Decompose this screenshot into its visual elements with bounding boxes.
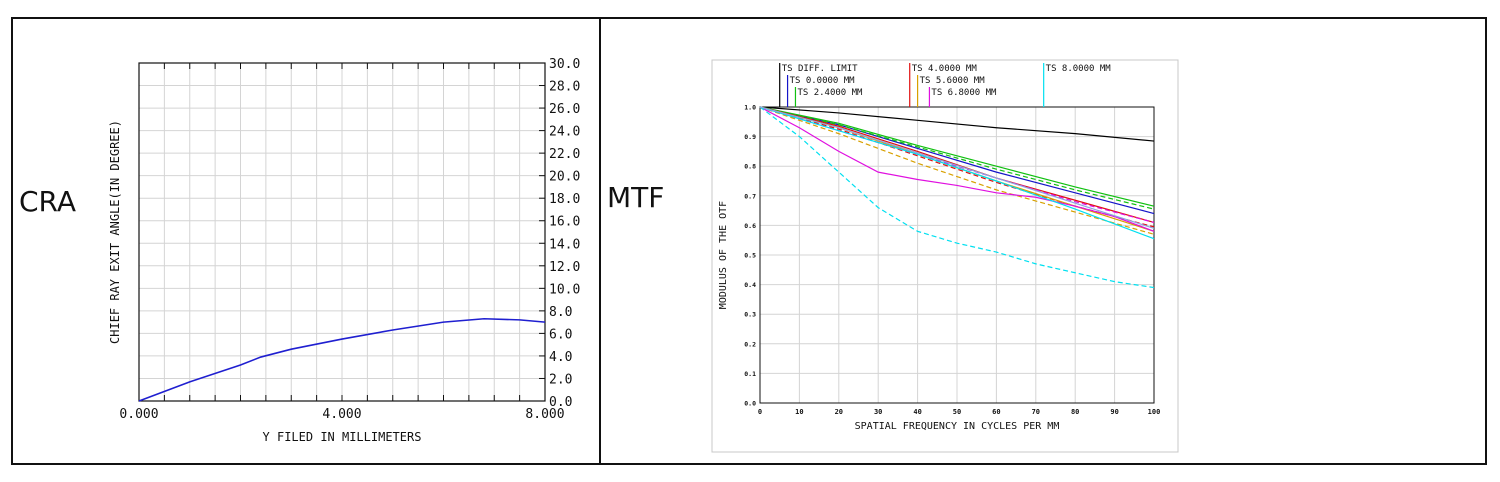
y-tick-label: 16.0 <box>549 215 580 230</box>
mtf-panel-label: MTF <box>607 181 665 214</box>
y-tick-label: 22.0 <box>549 147 580 162</box>
x-tick-label: 20 <box>835 408 843 416</box>
y-tick-label: 0.0 <box>549 395 572 410</box>
legend-label: TS 2.4000 MM <box>797 88 863 98</box>
x-tick-label: 40 <box>913 408 921 416</box>
legend-label: TS 8.0000 MM <box>1046 64 1112 74</box>
plot-frame <box>138 62 546 402</box>
y-axis-label: MODULUS OF THE OTF <box>718 201 729 309</box>
mtf-chart: 0 10 20 30 40 50 60 70 80 90 100 0.0 0.1 0.2 0.3 0.4 0.5… <box>711 59 1179 453</box>
x-tick-label: 70 <box>1032 408 1040 416</box>
y-tick-label: 4.0 <box>549 350 572 365</box>
plot-frame <box>759 106 1155 404</box>
mtf-panel: MTF 0 10 20 30 40 50 60 70 80 90 100 0.0 0.1 0.2 0.3 0.… <box>599 17 1487 465</box>
legend-label: TS DIFF. LIMIT <box>782 64 858 74</box>
y-tick-label: 30.0 <box>549 57 580 72</box>
mtf-series-line <box>759 106 1155 224</box>
legend-label: TS 6.8000 MM <box>931 88 997 98</box>
mtf-series-line <box>759 106 1155 240</box>
mtf-plot-card <box>711 59 1179 453</box>
y-tick-label: 0.5 <box>744 252 756 260</box>
x-tick-label: 30 <box>874 408 882 416</box>
y-tick-label: 0.1 <box>744 370 756 378</box>
legend-label: TS 5.6000 MM <box>920 76 986 86</box>
y-tick-label: 20.0 <box>549 170 580 185</box>
cra-panel-label: CRA <box>19 185 77 218</box>
cra-panel: CRA 0.0 2.0 4.0 6.0 8.0 10.0 12.0 14.0 16.0 18.0 2… <box>11 17 601 465</box>
y-tick-label: 12.0 <box>549 260 580 275</box>
y-tick-label: 1.0 <box>744 104 756 112</box>
y-tick-label: 28.0 <box>549 80 580 95</box>
x-tick-label: 8.000 <box>525 407 564 422</box>
mtf-series-line <box>759 106 1155 210</box>
mtf-series-line <box>759 106 1155 229</box>
y-tick-label: 24.0 <box>549 125 580 140</box>
x-axis-label: Y FILED IN MILLIMETERS <box>263 430 422 444</box>
y-tick-label: 6.0 <box>549 327 572 342</box>
x-tick-label: 60 <box>992 408 1000 416</box>
y-axis-label: CHIEF RAY EXIT ANGLE(IN DEGREE) <box>108 120 122 344</box>
y-tick-label: 0.7 <box>744 192 756 200</box>
cra-chart: 0.0 2.0 4.0 6.0 8.0 10.0 12.0 14.0 16.0 18.0 20.0 2… <box>108 57 580 444</box>
x-tick-label: 90 <box>1110 408 1118 416</box>
x-tick-label: 100 <box>1148 408 1161 416</box>
y-tick-label: 0.4 <box>744 281 756 289</box>
x-tick-label: 4.000 <box>322 407 361 422</box>
x-tick-label: 0.000 <box>119 407 158 422</box>
mtf-series-line <box>759 106 1155 235</box>
y-tick-label: 0.9 <box>744 133 756 141</box>
x-axis-label: SPATIAL FREQUENCY IN CYCLES PER MM <box>855 421 1060 432</box>
x-tick-label: 0 <box>758 408 762 416</box>
x-tick-label: 10 <box>795 408 803 416</box>
y-tick-label: 26.0 <box>549 102 580 117</box>
y-tick-label: 0.3 <box>744 311 756 319</box>
y-tick-label: 18.0 <box>549 192 580 207</box>
mtf-series-line <box>759 106 1155 289</box>
y-tick-label: 0.0 <box>744 400 756 408</box>
legend-label: TS 4.0000 MM <box>912 64 978 74</box>
y-tick-label: 0.8 <box>744 163 756 171</box>
y-tick-label: 8.0 <box>549 305 572 320</box>
mtf-series-line <box>759 106 1155 142</box>
x-tick-label: 50 <box>953 408 961 416</box>
legend-label: TS 0.0000 MM <box>790 76 856 86</box>
cra-series-line <box>138 317 546 402</box>
y-tick-label: 10.0 <box>549 282 580 297</box>
y-tick-label: 0.2 <box>744 340 756 348</box>
y-tick-label: 14.0 <box>549 237 580 252</box>
y-tick-label: 0.6 <box>744 222 756 230</box>
x-tick-label: 80 <box>1071 408 1079 416</box>
mtf-series-line <box>759 106 1155 207</box>
y-tick-label: 2.0 <box>549 372 572 387</box>
mtf-series-line <box>759 106 1155 232</box>
